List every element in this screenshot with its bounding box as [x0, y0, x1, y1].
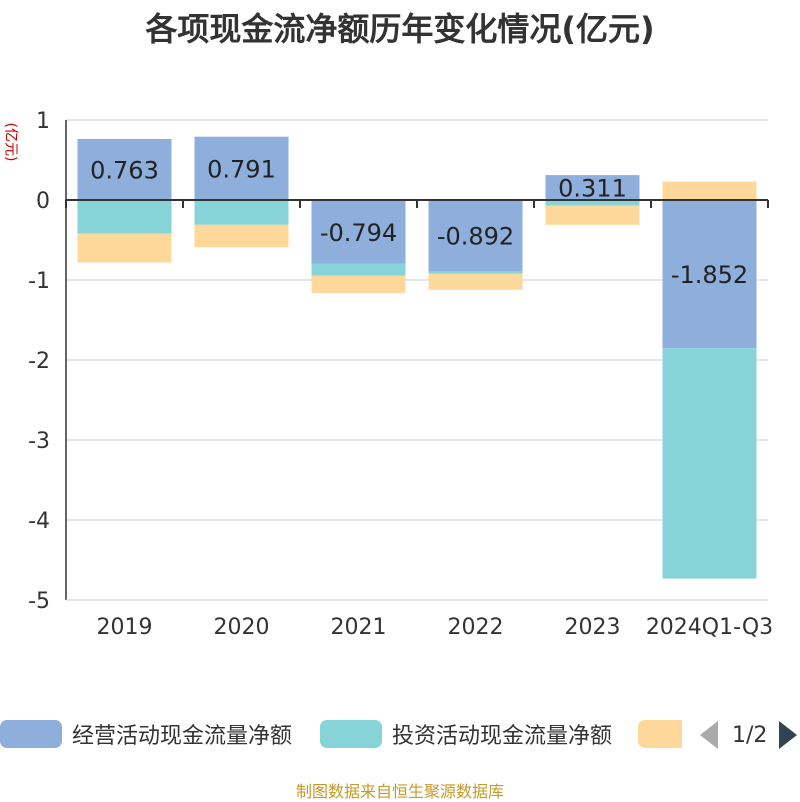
x-tick-label: 2020 — [214, 615, 270, 640]
bar-2023-series-0 — [545, 175, 640, 200]
data-label-2020: 0.791 — [207, 155, 276, 183]
y-tick-label: -5 — [28, 589, 50, 614]
bar-2021-series-1 — [311, 263, 406, 276]
bar-2019-series-0 — [77, 138, 172, 200]
legend-prev-page-icon[interactable] — [700, 721, 718, 749]
bar-2019-series-2 — [77, 233, 172, 263]
y-tick-label: -4 — [28, 509, 50, 534]
legend-label-investing: 投资活动现金流量净额 — [392, 724, 613, 749]
bar-2020-series-2 — [194, 224, 289, 248]
legend: 经营活动现金流量净额 投资活动现金流量净额 — [0, 716, 800, 752]
bar-2024Q1-Q3-series-0 — [662, 200, 757, 349]
x-tick-label: 2023 — [565, 615, 621, 640]
legend-item-investing[interactable]: 投资活动现金流量净额 — [320, 716, 612, 752]
y-tick-label: -1 — [28, 269, 50, 294]
bar-2022-series-2 — [428, 273, 523, 290]
y-tick-label: -2 — [28, 349, 50, 374]
legend-item-financing[interactable] — [638, 716, 682, 752]
bar-2019-series-1 — [77, 200, 172, 234]
y-tick-label: 1 — [36, 109, 50, 134]
legend-swatch-operating — [0, 720, 62, 748]
data-label-2023: 0.311 — [558, 175, 627, 203]
data-label-2019: 0.763 — [90, 156, 159, 184]
legend-swatch-investing — [320, 720, 382, 748]
legend-pager: 1/2 — [700, 718, 798, 752]
bar-2024Q1-Q3-series-2 — [662, 181, 757, 200]
chart-title: 各项现金流净额历年变化情况(亿元) — [145, 10, 655, 48]
legend-page-indicator: 1/2 — [732, 722, 768, 748]
cashflow-chart: 1 0 -1 -2 -3 -4 -5 0.763 0.791 -0.794 -0.892 0.311 -… — [28, 109, 773, 640]
bar-2023-series-2 — [545, 205, 640, 225]
x-tick-label: 2022 — [448, 615, 504, 640]
data-source-note: 制图数据来自恒生聚源数据库 — [295, 782, 504, 801]
bar-2021-series-2 — [311, 275, 406, 294]
x-tick-label: 2021 — [331, 615, 387, 640]
legend-swatch-financing — [638, 720, 682, 748]
y-tick-label: 0 — [36, 189, 50, 214]
bar-2020-series-1 — [194, 200, 289, 225]
y-tick-label: -3 — [28, 429, 50, 454]
bar-2024Q1-Q3-series-1 — [662, 348, 757, 579]
bar-2022-series-1 — [428, 271, 523, 274]
legend-item-operating[interactable]: 经营活动现金流量净额 — [0, 716, 292, 752]
data-label-2021: -0.794 — [320, 219, 397, 247]
legend-next-page-icon[interactable] — [779, 721, 798, 749]
bar-2021-series-0 — [311, 200, 406, 264]
bar-2020-series-0 — [194, 136, 289, 200]
data-label-2022: -0.892 — [437, 223, 514, 251]
x-tick-label: 2024Q1-Q3 — [646, 615, 773, 640]
x-tick-label: 2019 — [97, 615, 153, 640]
data-label-2024Q1-Q3: -1.852 — [671, 261, 748, 289]
legend-label-operating: 经营活动现金流量净额 — [72, 724, 293, 749]
bar-2023-series-1 — [545, 200, 640, 206]
bar-2022-series-0 — [428, 200, 523, 272]
